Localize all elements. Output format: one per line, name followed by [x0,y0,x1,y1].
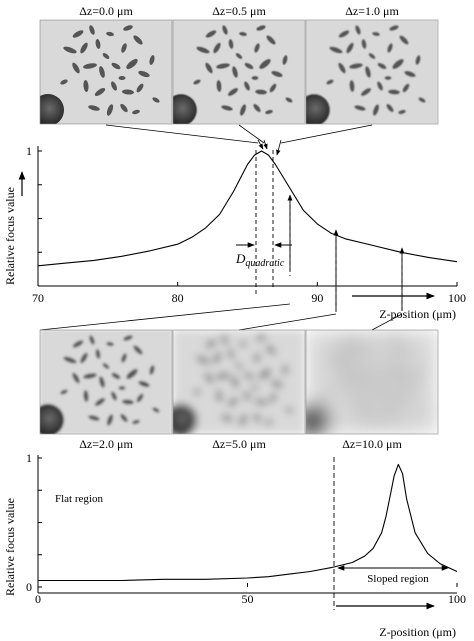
y-tick-label: 1 [26,144,32,158]
micrograph-dz-5.0 [172,329,306,435]
micrograph-dz-0.0 [39,19,173,125]
x-tick-label: 80 [172,291,184,305]
chart1-up-arrows [287,194,405,310]
sloped-region-label: Sloped region [367,573,429,585]
x-tick-label: 100 [448,291,466,305]
chart1-x-ticks: 70 80 90 100 [32,282,466,305]
micrograph-dz-1.0 [305,19,439,125]
bottom-image-label-1: Δz=5.0 μm [212,437,266,451]
x-tick-label: 100 [448,592,466,606]
x-tick-label: 0 [35,592,41,606]
chart1-dashed-markers [255,150,403,312]
chart2-y-label: Relative focus value [3,498,17,596]
chart2-x-label: Z-position (μm) [379,625,456,639]
x-tick-label: 90 [311,291,323,305]
bottom-connectors [39,303,403,331]
bottom-image-label-0: Δz=2.0 μm [79,437,133,451]
focus-chart-top: 1 70 80 90 100 Relative focus value Z-posit… [3,144,466,321]
chart2-y-ticks: 01 [26,451,42,594]
micrograph-dz-0.5 [172,19,306,125]
y-tick-label: 0 [26,580,32,594]
micrograph-dz-2.0 [39,329,173,435]
top-image-label-2: Δz=1.0 μm [345,4,399,18]
focus-chart-bottom: 01 0 50 100 Relative focus value Z-positio… [3,451,466,639]
bottom-image-strip: Δz=2.0 μm Δz=5.0 μm Δz=10.0 μm [39,329,439,451]
d-quadratic-label: Dquadratic [235,251,285,269]
y-tick-label: 1 [26,451,32,465]
micrograph-dz-10.0 [305,329,439,435]
chart2-x-ticks: 0 50 100 [35,583,466,606]
top-connectors [105,124,373,156]
chart1-focus-curve [37,150,458,267]
chart1-x-label: Z-position (μm) [379,307,456,321]
chart1-y-ticks: 1 [26,144,42,253]
bottom-image-label-2: Δz=10.0 μm [342,437,402,451]
chart2-focus-curve [38,463,458,582]
top-image-label-0: Δz=0.0 μm [79,4,133,18]
flat-region-label: Flat region [55,493,103,505]
top-image-label-1: Δz=0.5 μm [212,4,266,18]
x-tick-label: 70 [32,291,44,305]
chart1-y-label: Relative focus value [3,187,17,285]
top-image-strip: Δz=0.0 μm Δz=0.5 μm Δz=1.0 μm [39,4,439,125]
x-tick-label: 50 [242,592,254,606]
